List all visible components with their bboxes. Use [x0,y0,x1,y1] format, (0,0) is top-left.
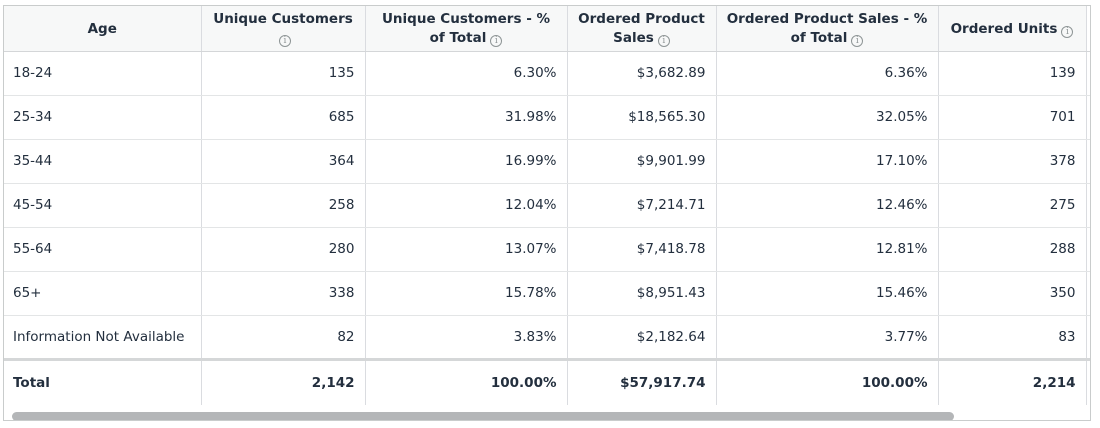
cell-ordered-product-sales-pct: 12.46% [716,183,939,228]
cell-unique-customers-pct: 6.30% [365,51,568,96]
cell-ordered-units: 83 [938,315,1087,360]
cell-total-ordered-units: 2,214 [938,357,1087,405]
cell-ordered-product-sales: $7,214.71 [567,183,717,228]
cell-total-label: Total [4,357,202,405]
column-header-label: Unique Customers - % of Total [381,11,551,47]
cell-ordered-units: 378 [938,139,1087,184]
column-header-label: Ordered Product Sales - % of Total [726,11,928,47]
total-row: Total 2,142 100.00% $57,917.74 100.00% 2… [4,357,1090,405]
cell-total-ordered-product-sales: $57,917.74 [567,357,717,405]
column-header-age[interactable]: Age [4,6,202,52]
horizontal-scrollbar[interactable] [12,412,1086,420]
cell-age: 65+ [4,271,202,316]
cell-unique-customers-pct: 15.78% [365,271,568,316]
table-row: Information Not Available 82 3.83% $2,18… [4,315,1090,360]
cell-age: 35-44 [4,139,202,184]
cell-ordered-units: 288 [938,227,1087,272]
cell-unique-customers-pct: 16.99% [365,139,568,184]
cell-ordered-units: 350 [938,271,1087,316]
table-body: 18-24 135 6.30% $3,682.89 6.36% 139 25-3… [4,51,1090,405]
cell-ordered-product-sales: $18,565.30 [567,95,717,140]
cell-unique-customers-pct: 3.83% [365,315,568,360]
cell-ordered-product-sales-pct: 3.77% [716,315,939,360]
cell-ordered-units: 275 [938,183,1087,228]
cell-unique-customers-pct: 13.07% [365,227,568,272]
column-header-label: Ordered Product Sales [578,11,705,47]
cell-ordered-product-sales: $7,418.78 [567,227,717,272]
info-icon[interactable]: i [657,35,670,48]
table-row: 65+ 338 15.78% $8,951.43 15.46% 350 [4,271,1090,316]
age-demographics-table: Age Unique Customers i Unique Customers -… [4,6,1090,405]
info-icon[interactable]: i [279,35,291,48]
cell-ordered-units: 701 [938,95,1087,140]
cell-ordered-product-sales-pct: 32.05% [716,95,939,140]
cell-age: Information Not Available [4,315,202,360]
cell-ordered-product-sales-pct: 6.36% [716,51,939,96]
info-icon[interactable]: i [490,35,503,48]
table-row: 45-54 258 12.04% $7,214.71 12.46% 275 [4,183,1090,228]
table-right-edge [1086,6,1090,52]
cell-age: 18-24 [4,51,202,96]
table-right-edge [1086,183,1090,228]
cell-total-ordered-product-sales-pct: 100.00% [716,357,939,405]
table-right-edge [1086,95,1090,140]
info-icon[interactable]: i [1061,25,1074,38]
table-row: 55-64 280 13.07% $7,418.78 12.81% 288 [4,227,1090,272]
column-header-ordered-product-sales[interactable]: Ordered Product Sales i [567,6,717,52]
cell-ordered-product-sales: $3,682.89 [567,51,717,96]
column-header-label: Unique Customers [213,11,353,28]
cell-ordered-product-sales-pct: 15.46% [716,271,939,316]
table-right-edge [1086,227,1090,272]
cell-ordered-units: 139 [938,51,1087,96]
column-header-unique-customers[interactable]: Unique Customers i [201,6,366,52]
info-icon[interactable]: i [851,35,864,48]
table-row: 18-24 135 6.30% $3,682.89 6.36% 139 [4,51,1090,96]
column-header-label: Age [87,20,117,37]
cell-age: 45-54 [4,183,202,228]
cell-ordered-product-sales: $2,182.64 [567,315,717,360]
cell-ordered-product-sales-pct: 17.10% [716,139,939,184]
cell-unique-customers: 685 [201,95,366,140]
cell-age: 55-64 [4,227,202,272]
cell-age: 25-34 [4,95,202,140]
table-right-edge [1086,51,1090,96]
table-row: 35-44 364 16.99% $9,901.99 17.10% 378 [4,139,1090,184]
cell-unique-customers: 364 [201,139,366,184]
header-row: Age Unique Customers i Unique Customers -… [4,6,1090,52]
table-row: 25-34 685 31.98% $18,565.30 32.05% 701 [4,95,1090,140]
cell-unique-customers: 82 [201,315,366,360]
cell-unique-customers: 280 [201,227,366,272]
column-header-ordered-units[interactable]: Ordered Units i [938,6,1087,52]
column-header-label: Ordered Units [950,20,1058,37]
table-right-edge [1086,315,1090,360]
cell-unique-customers: 258 [201,183,366,228]
horizontal-scrollbar-thumb[interactable] [12,412,954,420]
cell-ordered-product-sales-pct: 12.81% [716,227,939,272]
column-header-unique-customers-pct[interactable]: Unique Customers - % of Total i [365,6,568,52]
cell-ordered-product-sales: $8,951.43 [567,271,717,316]
table-right-edge [1086,271,1090,316]
cell-total-unique-customers: 2,142 [201,357,366,405]
cell-unique-customers-pct: 31.98% [365,95,568,140]
age-demographics-table-panel: Age Unique Customers i Unique Customers -… [3,5,1091,421]
cell-ordered-product-sales: $9,901.99 [567,139,717,184]
column-header-ordered-product-sales-pct[interactable]: Ordered Product Sales - % of Total i [716,6,939,52]
cell-unique-customers: 135 [201,51,366,96]
table-right-edge [1086,357,1090,405]
table-right-edge [1086,139,1090,184]
cell-unique-customers-pct: 12.04% [365,183,568,228]
cell-unique-customers: 338 [201,271,366,316]
cell-total-unique-customers-pct: 100.00% [365,357,568,405]
